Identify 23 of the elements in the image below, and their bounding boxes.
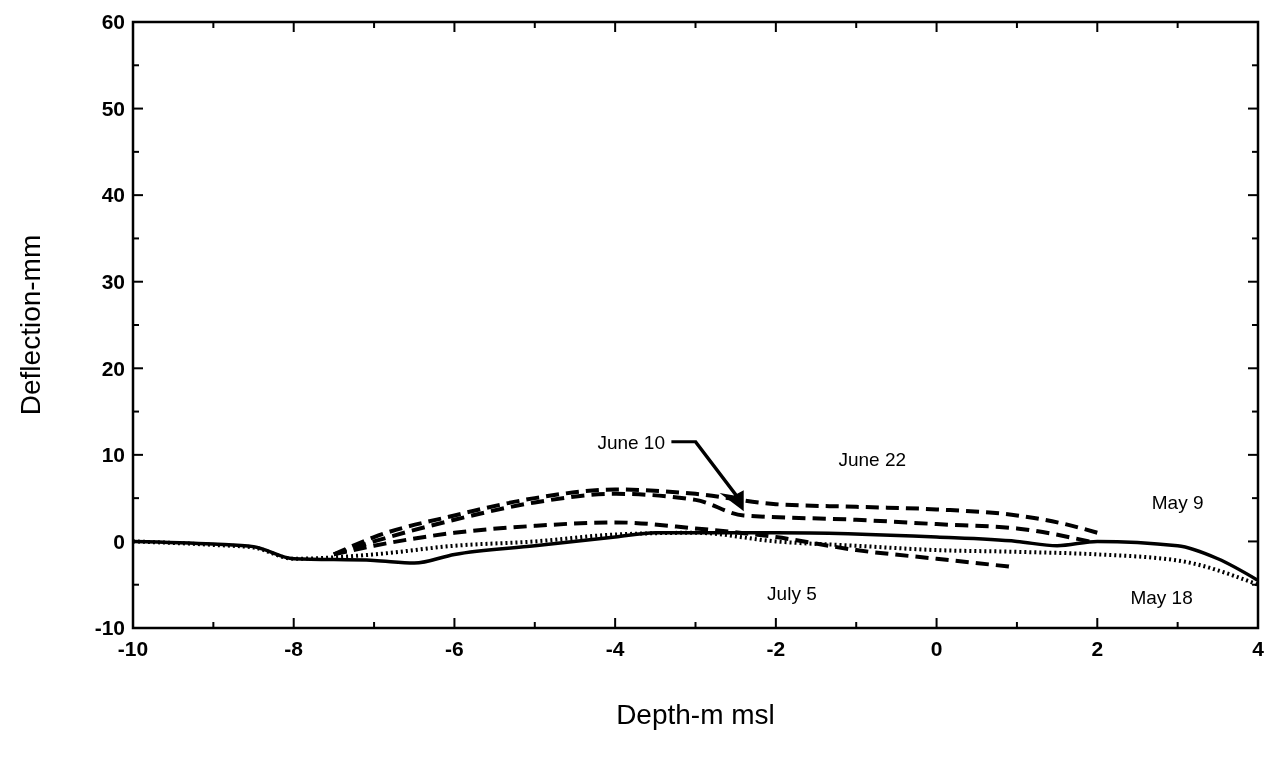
x-tick-label: 0	[930, 637, 943, 660]
y-tick-label: 30	[101, 270, 125, 294]
x-axis-title: Depth-m msl	[616, 699, 775, 730]
text: June 10	[597, 431, 666, 453]
series-label: May 18	[1130, 587, 1193, 609]
y-tick-label: 20	[101, 356, 125, 380]
x-tick-label: 2	[1091, 637, 1104, 660]
y-tick-label: 10	[101, 443, 125, 467]
y-tick-label: 0	[113, 529, 125, 553]
text: July 5	[767, 583, 817, 605]
x-tick-label: -6	[445, 637, 464, 660]
x-tick-label: -8	[284, 637, 304, 660]
x-tick-label: -10	[117, 637, 149, 660]
y-tick-label: 40	[101, 183, 125, 207]
y-tick-label: 60	[101, 10, 125, 34]
y-tick-label: -10	[94, 616, 125, 640]
y-tick-label: 50	[101, 96, 125, 120]
x-tick-label: -2	[766, 637, 786, 660]
y-axis-title: Deflection-mm	[15, 234, 46, 416]
series-label: May 9	[1151, 492, 1204, 514]
series-label: June 22	[838, 448, 907, 470]
x-tick-label: -4	[605, 637, 625, 660]
x-tick-label: 4	[1252, 637, 1265, 660]
